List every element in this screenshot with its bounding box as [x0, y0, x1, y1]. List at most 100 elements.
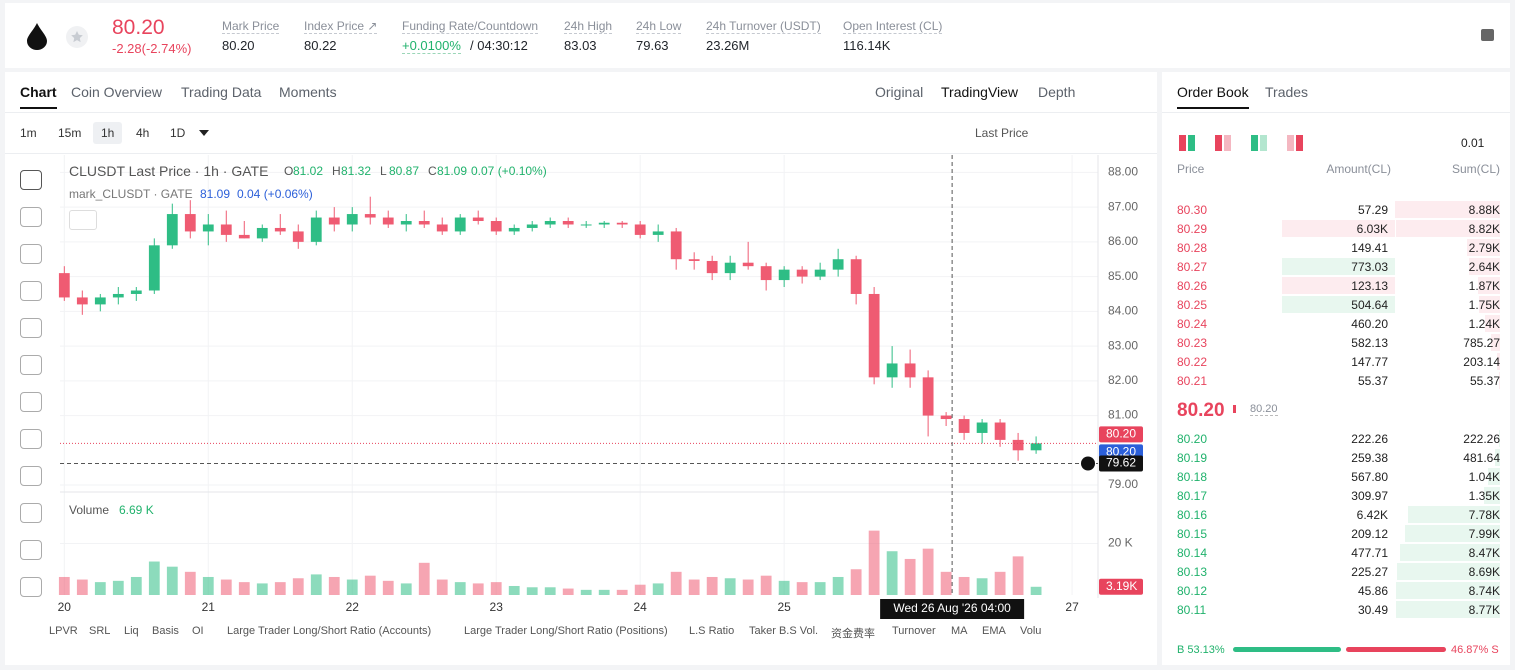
ob-tab[interactable]: Trades	[1265, 84, 1309, 100]
indicator[interactable]: Liq	[124, 625, 139, 637]
ob-price[interactable]: 80.18	[1177, 470, 1208, 484]
header-icon[interactable]	[1481, 29, 1494, 41]
indicator[interactable]: Volu	[1020, 625, 1042, 637]
indicator[interactable]: EMA	[982, 625, 1006, 637]
ob-price[interactable]: 80.20	[1177, 432, 1208, 446]
drawing-tool[interactable]	[20, 207, 42, 227]
ob-price[interactable]: 80.21	[1177, 374, 1208, 388]
ob-tab[interactable]: Order Book	[1177, 84, 1249, 109]
drawing-tool[interactable]	[20, 318, 42, 338]
ob-sum: 1.87K	[1468, 279, 1500, 293]
drawing-tool[interactable]	[20, 281, 42, 301]
ob-price[interactable]: 80.19	[1177, 451, 1208, 465]
ob-price[interactable]: 80.11	[1177, 603, 1207, 617]
drawing-tool[interactable]	[20, 392, 42, 412]
volume-bar	[148, 561, 160, 595]
ob-price[interactable]: 80.25	[1177, 298, 1208, 312]
volume-bar	[166, 566, 178, 595]
candle-body	[940, 415, 952, 420]
ob-price[interactable]: 80.16	[1177, 508, 1208, 522]
candle-body	[778, 269, 790, 281]
volume-bar	[112, 580, 124, 595]
stat-label: Funding Rate/Countdown	[402, 19, 539, 34]
indicator[interactable]: MA	[951, 625, 968, 637]
ob-amount: 225.27	[1351, 565, 1388, 579]
ob-price[interactable]: 80.12	[1177, 584, 1208, 598]
volume-bar	[220, 579, 232, 595]
last-price-box	[1099, 426, 1143, 443]
interval[interactable]: 1m	[20, 126, 37, 140]
ob-amount: 460.20	[1351, 317, 1388, 331]
ob-price[interactable]: 80.28	[1177, 241, 1208, 255]
drawing-tool[interactable]	[20, 503, 42, 523]
drawing-tool[interactable]	[20, 355, 42, 375]
cursor-time-box	[880, 599, 1025, 619]
volume-bar	[886, 551, 898, 595]
ob-sum: 2.64K	[1468, 260, 1500, 274]
ob-price[interactable]: 80.29	[1177, 222, 1208, 236]
drawing-tool[interactable]	[20, 577, 42, 597]
drawing-tool[interactable]	[20, 170, 42, 190]
ohlc-value: 80.87	[389, 164, 420, 178]
indicator[interactable]: Large Trader Long/Short Ratio (Positions…	[464, 625, 668, 637]
price-type[interactable]: Last Price	[975, 126, 1029, 140]
ob-layout[interactable]	[1251, 135, 1267, 151]
view-tab[interactable]: Original	[875, 84, 924, 100]
view-tab[interactable]: TradingView	[941, 84, 1019, 100]
ob-price[interactable]: 80.13	[1177, 565, 1208, 579]
drawing-tool[interactable]	[20, 244, 42, 264]
ob-layout[interactable]	[1215, 135, 1231, 151]
interval[interactable]: 1D	[170, 126, 186, 140]
drawing-tool[interactable]	[20, 429, 42, 449]
ob-price[interactable]: 80.30	[1177, 203, 1208, 217]
indicator[interactable]: Turnover	[892, 625, 936, 637]
ob-price[interactable]: 80.14	[1177, 546, 1208, 560]
candle-body	[508, 227, 520, 232]
candle-body	[886, 363, 898, 378]
tab[interactable]: Trading Data	[181, 84, 262, 100]
drawing-tool[interactable]	[20, 466, 42, 486]
indicator[interactable]: 资金费率	[831, 628, 875, 640]
indicator[interactable]: LPVR	[49, 625, 78, 637]
candle-body	[130, 290, 142, 294]
sum-depth	[1396, 582, 1500, 599]
legend-change: 0.07 (+0.10%)	[471, 164, 547, 178]
indicator[interactable]: OI	[192, 625, 204, 637]
indicator[interactable]: SRL	[89, 625, 111, 637]
collapse[interactable]	[69, 210, 97, 230]
ob-price[interactable]: 80.24	[1177, 317, 1208, 331]
interval[interactable]: 15m	[58, 126, 82, 140]
ob-price[interactable]: 80.26	[1177, 279, 1208, 293]
volume-bar	[958, 576, 970, 595]
ob-price[interactable]: 80.22	[1177, 355, 1208, 369]
ob-precision[interactable]: 0.01	[1461, 136, 1485, 150]
indicator[interactable]: Taker B.S Vol.	[749, 625, 819, 637]
ob-price[interactable]: 80.15	[1177, 527, 1208, 541]
tab[interactable]: Moments	[279, 84, 337, 100]
tab[interactable]: Chart	[20, 84, 57, 109]
ohlc-value: 81.09	[437, 164, 468, 178]
interval[interactable]: 4h	[136, 126, 150, 140]
drawing-tool[interactable]	[20, 540, 42, 560]
volume-bar	[760, 575, 772, 595]
ob-price[interactable]: 80.17	[1177, 489, 1208, 503]
ob-sum: 481.64	[1463, 451, 1500, 465]
indicator[interactable]: Large Trader Long/Short Ratio (Accounts)	[227, 625, 432, 637]
view-tab[interactable]: Depth	[1038, 84, 1076, 100]
ob-amount: 477.71	[1351, 546, 1388, 560]
indicator[interactable]: L.S Ratio	[689, 625, 735, 637]
volume-bar	[940, 571, 952, 595]
ob-arrow	[1233, 405, 1236, 413]
ob-layout[interactable]	[1287, 135, 1303, 151]
candle-body	[256, 227, 268, 239]
ob-price[interactable]: 80.27	[1177, 260, 1208, 274]
volume-bar	[670, 571, 682, 595]
interval[interactable]: 1h	[93, 122, 123, 144]
favorite[interactable]	[65, 25, 89, 49]
ob-price[interactable]: 80.23	[1177, 336, 1208, 350]
chart: 88.00 87.00 86.00 85.00 84.00 83.00 82.00 81.00…	[58, 155, 1143, 619]
ob-layout[interactable]	[1179, 135, 1195, 151]
ob-sum: 8.47K	[1468, 546, 1500, 560]
indicator[interactable]: Basis	[152, 625, 179, 637]
tab[interactable]: Coin Overview	[71, 84, 163, 100]
